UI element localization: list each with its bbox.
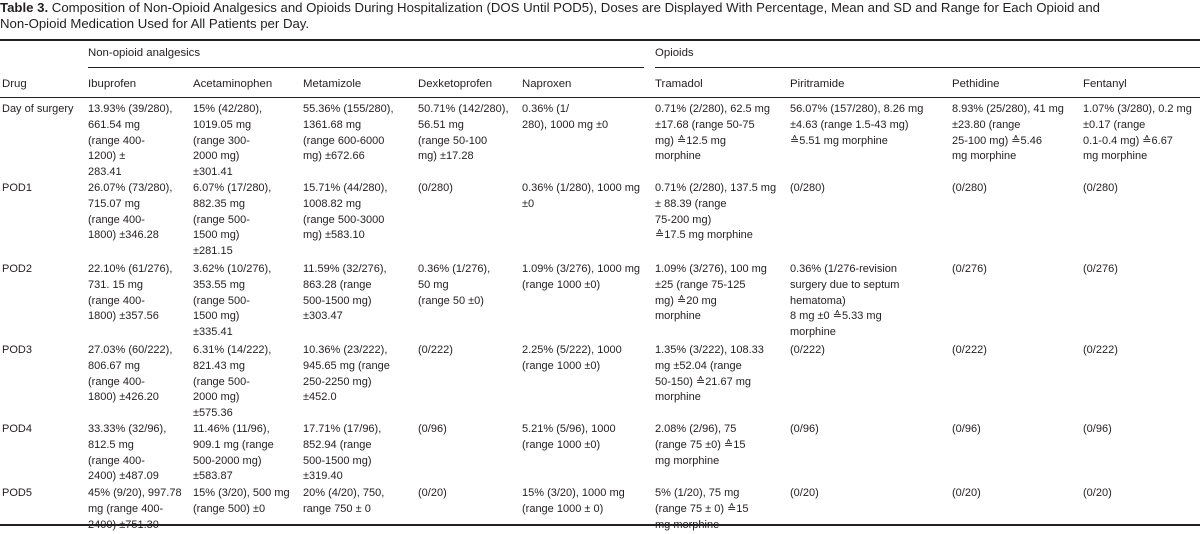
ibuprofen-cell: 33.33% (32/96), 812.5 mg (range 400- 240… [88, 422, 167, 483]
pethidine-cell: 8.93% (25/280), 41 mg ±23.80 (range 25-1… [952, 103, 1064, 163]
table-row: POD3 27.03% (60/222), 806.67 mg (range 4… [0, 343, 1200, 422]
piritramide-cell: 56.07% (157/280), 8.26 mg ±4.63 (range 1… [790, 103, 924, 147]
pethidine-cell: (0/96) [952, 422, 981, 435]
metamizole-cell: 55.36% (155/280), 1361.68 mg (range 600-… [303, 103, 394, 163]
pethidine-cell: (0/276) [952, 262, 987, 275]
dexketoprofen-cell: 0.36% (1/276), 50 mg (range 50 ±0) [418, 262, 491, 307]
column-header-naproxen: Naproxen [522, 78, 572, 90]
tramadol-cell: 1.35% (3/222), 108.33 mg ±52.04 (range 5… [655, 343, 764, 404]
pethidine-cell: (0/280) [952, 181, 987, 194]
drug-cell: POD2 [2, 262, 32, 275]
caption-line-2: Non-Opioid Medication Used for All Patie… [0, 16, 310, 31]
ibuprofen-cell: 13.93% (39/280), 661.54 mg (range 400- 1… [88, 103, 173, 179]
table-row: POD4 33.33% (32/96), 812.5 mg (range 400… [0, 422, 1200, 486]
pethidine-cell: (0/222) [952, 343, 987, 356]
drug-cell: POD1 [2, 181, 32, 194]
tramadol-cell: 1.09% (3/276), 100 mg ±25 (range 75-125 … [655, 262, 767, 323]
naproxen-cell: 15% (3/20), 1000 mg (range 1000 ± 0) [522, 486, 625, 515]
opioids-span-rule [655, 67, 1200, 68]
acetaminophen-cell: 15% (42/280), 1019.05 mg (range 300- 200… [193, 103, 263, 179]
metamizole-cell: 20% (4/20), 750, range 750 ± 0 [303, 486, 385, 515]
group-header-opioids: Opioids [655, 47, 694, 59]
piritramide-cell: 0.36% (1/276-revision surgery due to sep… [790, 262, 900, 339]
caption-line-1: Table 3. Composition of Non-Opioid Analg… [0, 0, 1200, 16]
drug-cell: POD4 [2, 422, 32, 435]
ibuprofen-cell: 27.03% (60/222), 806.67 mg (range 400- 1… [88, 343, 173, 404]
data-table: Day of surgery 13.93% (39/280), 661.54 m… [0, 102, 1200, 534]
header-rule [0, 97, 1200, 98]
piritramide-cell: (0/280) [790, 181, 825, 194]
column-header-acetaminophen: Acetaminophen [193, 78, 273, 90]
ibuprofen-cell: 45% (9/20), 997.78 mg (range 400- 2400) … [88, 486, 182, 531]
naproxen-cell: 0.36% (1/ 280), 1000 mg ±0 [522, 103, 609, 131]
metamizole-cell: 15.71% (44/280), 1008.82 mg (range 500-3… [303, 181, 388, 242]
column-header-dexketoprofen: Dexketoprofen [418, 78, 493, 90]
fentanyl-cell: (0/280) [1083, 181, 1118, 194]
metamizole-cell: 10.36% (23/222), 945.65 mg (range 250-22… [303, 343, 390, 404]
acetaminophen-cell: 3.62% (10/276), 353.55 mg (range 500- 15… [193, 262, 272, 339]
top-rule [0, 39, 1200, 41]
fentanyl-cell: (0/222) [1083, 343, 1118, 356]
table-row: POD5 45% (9/20), 997.78 mg (range 400- 2… [0, 486, 1200, 534]
column-header-piritramide: Piritramide [790, 78, 845, 90]
table-row: Day of surgery 13.93% (39/280), 661.54 m… [0, 102, 1200, 181]
piritramide-cell: (0/20) [790, 486, 819, 499]
metamizole-cell: 17.71% (17/96), 852.94 (range 500-1500 m… [303, 422, 382, 483]
column-header-pethidine: Pethidine [952, 78, 1000, 90]
fentanyl-cell: (0/96) [1083, 422, 1112, 435]
tramadol-cell: 0.71% (2/280), 137.5 mg ± 88.39 (range 7… [655, 181, 777, 242]
drug-cell: POD5 [2, 486, 32, 499]
piritramide-cell: (0/96) [790, 422, 819, 435]
acetaminophen-cell: 6.07% (17/280), 882.35 mg (range 500- 15… [193, 181, 272, 258]
fentanyl-cell: (0/276) [1083, 262, 1118, 275]
acetaminophen-cell: 11.46% (11/96), 909.1 mg (range 500-2000… [193, 422, 274, 483]
table-row: POD1 26.07% (73/280), 715.07 mg (range 4… [0, 181, 1200, 262]
group-header-non-opioid: Non-opioid analgesics [88, 47, 201, 59]
acetaminophen-cell: 15% (3/20), 500 mg (range 500) ±0 [193, 486, 290, 515]
ibuprofen-cell: 22.10% (61/276), 731. 15 mg (range 400- … [88, 262, 173, 323]
naproxen-cell: 5.21% (5/96), 1000 (range 1000 ±0) [522, 422, 616, 451]
tramadol-cell: 2.08% (2/96), 75 (range 75 ±0) ≙15 mg mo… [655, 422, 746, 467]
dexketoprofen-cell: (0/280) [418, 181, 453, 194]
fentanyl-cell: (0/20) [1083, 486, 1112, 499]
dexketoprofen-cell: 50.71% (142/280), 56.51 mg (range 50-100… [418, 103, 509, 163]
column-header-metamizole: Metamizole [303, 78, 362, 90]
drug-cell: POD3 [2, 343, 32, 356]
table-row: POD2 22.10% (61/276), 731. 15 mg (range … [0, 262, 1200, 343]
naproxen-cell: 2.25% (5/222), 1000 (range 1000 ±0) [522, 343, 622, 372]
pethidine-cell: (0/20) [952, 486, 981, 499]
metamizole-cell: 11.59% (32/276), 863.28 (range 500-1500 … [303, 262, 387, 323]
table-caption: Table 3. Composition of Non-Opioid Analg… [0, 0, 1200, 32]
drug-cell: Day of surgery [2, 103, 74, 115]
piritramide-cell: (0/222) [790, 343, 825, 356]
column-header-drug: Drug [2, 78, 27, 90]
caption-text-1: Composition of Non-Opioid Analgesics and… [48, 0, 1101, 15]
caption-label: Table 3. [0, 0, 49, 15]
tramadol-cell: 0.71% (2/280), 62.5 mg ±17.68 (range 50-… [655, 103, 770, 163]
dexketoprofen-cell: (0/96) [418, 422, 447, 435]
naproxen-cell: 0.36% (1/280), 1000 mg ±0 [522, 181, 641, 210]
dexketoprofen-cell: (0/20) [418, 486, 447, 499]
column-header-tramadol: Tramadol [655, 78, 703, 90]
dexketoprofen-cell: (0/222) [418, 343, 453, 356]
naproxen-cell: 1.09% (3/276), 1000 mg (range 1000 ±0) [522, 262, 641, 291]
column-header-fentanyl: Fentanyl [1083, 78, 1127, 90]
acetaminophen-cell: 6.31% (14/222), 821.43 mg (range 500- 20… [193, 343, 272, 420]
fentanyl-cell: 1.07% (3/280), 0.2 mg ±0.17 (range 0.1-0… [1083, 103, 1192, 163]
non-opioid-span-rule [88, 67, 644, 68]
ibuprofen-cell: 26.07% (73/280), 715.07 mg (range 400- 1… [88, 181, 173, 242]
bottom-rule [0, 524, 1200, 526]
column-header-ibuprofen: Ibuprofen [88, 78, 137, 90]
tramadol-cell: 5% (1/20), 75 mg (range 75 ± 0) ≙15 mg m… [655, 486, 749, 531]
